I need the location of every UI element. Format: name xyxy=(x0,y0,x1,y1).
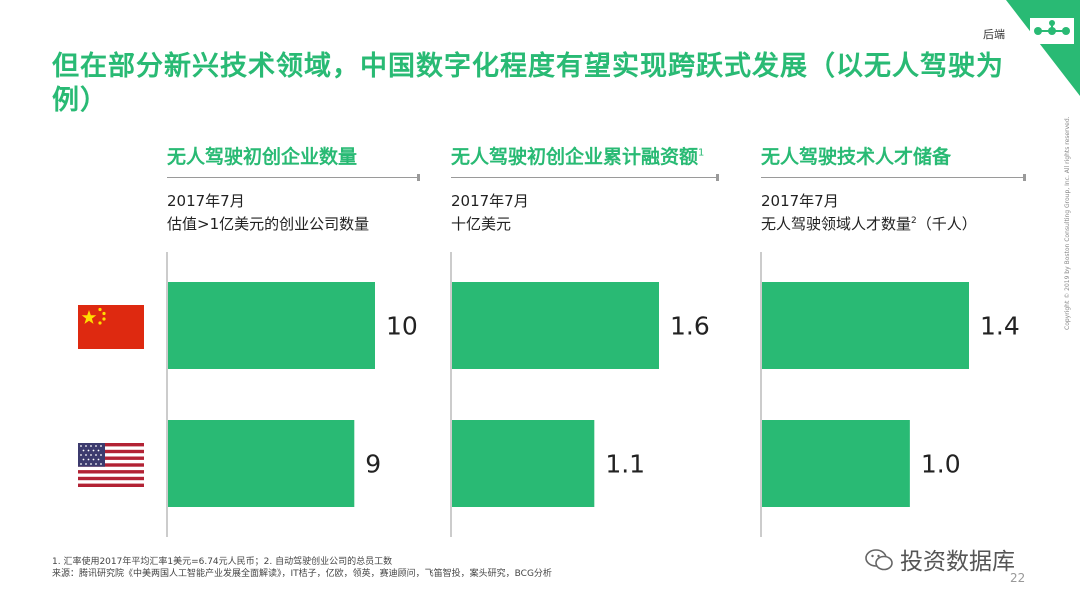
footnote-line-1: 1. 汇率使用2017年平均汇率1美元=6.74元人民币；2. 自动驾驶创业公司… xyxy=(52,557,393,567)
bar-label-usa: 1.0 xyxy=(921,450,961,479)
panel-date: 2017年7月 xyxy=(451,192,529,210)
panel-divider-end xyxy=(417,174,420,181)
panel-divider xyxy=(167,177,417,178)
footnote-source: 来源：腾讯研究院《中美两国人工智能产业发展全面解读》，IT桔子，亿欧，领英，赛迪… xyxy=(52,569,552,579)
panel-title: 无人驾驶初创企业累计融资额1 xyxy=(451,142,704,169)
panel-unit-text: 十亿美元 xyxy=(451,215,512,233)
panel-title: 无人驾驶技术人才储备 xyxy=(761,142,951,169)
chart-startup-count: 10 9 xyxy=(166,252,418,537)
panel-unit: 估值>1亿美元的创业公司数量 xyxy=(167,213,369,234)
usa-flag-icon xyxy=(78,443,144,487)
panel-startup-count: 无人驾驶初创企业数量 2017年7月 估值>1亿美元的创业公司数量 10 9 xyxy=(166,140,427,540)
watermark-text: 投资数据库 xyxy=(900,549,1015,575)
panel-title-sup: 1 xyxy=(698,147,705,159)
wechat-icon xyxy=(865,549,893,571)
bar-china xyxy=(762,282,969,369)
bar-label-china: 1.6 xyxy=(670,312,710,341)
page-number: 22 xyxy=(1010,571,1026,585)
china-flag-icon xyxy=(78,305,144,349)
bar-label-usa: 1.1 xyxy=(605,450,645,479)
panel-funding: 无人驾驶初创企业累计融资额1 2017年7月 十亿美元 1.6 1.1 xyxy=(450,140,731,540)
panel-unit-tail: （千人） xyxy=(916,215,977,233)
bar-label-china: 10 xyxy=(386,312,418,341)
bar-label-china: 1.4 xyxy=(980,312,1020,341)
panel-unit: 十亿美元 xyxy=(451,213,511,234)
footnotes: 1. 汇率使用2017年平均汇率1美元=6.74元人民币；2. 自动驾驶创业公司… xyxy=(52,556,552,580)
panel-divider-end xyxy=(1023,174,1026,181)
panel-title-text: 无人驾驶技术人才储备 xyxy=(761,146,952,168)
panel-date: 2017年7月 xyxy=(167,192,245,210)
network-logo-icon xyxy=(1030,18,1074,44)
panel-title-text: 无人驾驶初创企业累计融资额 xyxy=(451,146,699,168)
panel-divider xyxy=(451,177,716,178)
panel-title-text: 无人驾驶初创企业数量 xyxy=(167,146,358,168)
bar-usa xyxy=(168,420,355,507)
panel-unit: 无人驾驶领域人才数量2（千人） xyxy=(761,213,977,234)
bar-usa xyxy=(452,420,595,507)
corner-label: 后端 xyxy=(983,28,1005,41)
panel-unit-text: 无人驾驶领域人才数量 xyxy=(761,215,912,233)
bar-usa xyxy=(762,420,910,507)
bar-china xyxy=(168,282,375,369)
copyright-text: Copyright © 2019 by Boston Consulting Gr… xyxy=(1064,116,1071,330)
panel-title: 无人驾驶初创企业数量 xyxy=(167,142,357,169)
panel-date: 2017年7月 xyxy=(761,192,839,210)
bar-china xyxy=(452,282,659,369)
bar-label-usa: 9 xyxy=(365,450,381,479)
panel-unit-sup: 2 xyxy=(911,216,917,226)
panel-unit-text: 估值>1亿美元的创业公司数量 xyxy=(167,215,370,233)
chart-talent: 1.4 1.0 xyxy=(760,252,1020,537)
page-title: 但在部分新兴技术领域，中国数字化程度有望实现跨跃式发展（以无人驾驶为例） xyxy=(52,51,1004,116)
panel-talent: 无人驾驶技术人才储备 2017年7月 无人驾驶领域人才数量2（千人） 1.4 1.… xyxy=(760,140,1051,540)
panel-divider-end xyxy=(716,174,719,181)
chart-funding: 1.6 1.1 xyxy=(450,252,710,537)
panel-divider xyxy=(761,177,1023,178)
